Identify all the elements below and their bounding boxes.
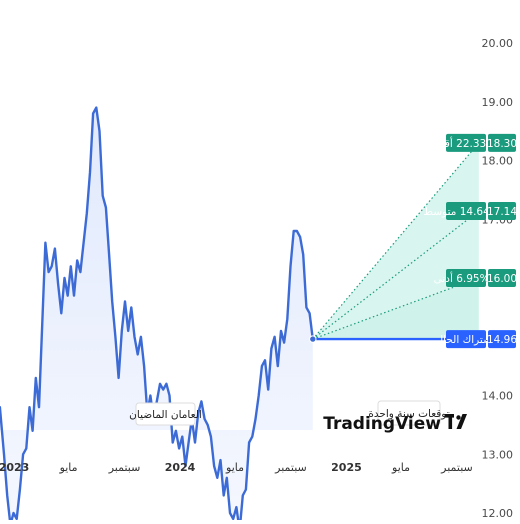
x-tick-label: 2024 [165,461,196,474]
tradingview-logo: TradingView [323,414,467,434]
y-tick-label: 20.00 [482,37,514,50]
y-tick-label: 14.00 [482,390,514,403]
x-tick-label: 2025 [331,461,362,474]
y-tick-label: 18.00 [482,155,514,168]
badge-value-bg [488,202,516,221]
badge-label-text: +14.64% متوسط [423,206,508,218]
badge-value-text: 16.00 [487,273,517,285]
current-label-text: الاشتراك الحالي [431,334,501,346]
x-tick-label: سبتمبر [440,461,473,474]
x-tick-label: مايو [225,461,244,474]
current-point-marker [309,335,317,343]
badge-value-bg [488,133,516,152]
badge-value-text: 18.30 [487,138,517,150]
x-axis: 2023 مايو سبتمبر 2024 مايو سبتمبر 2025 مايو سبتم… [0,461,473,474]
current-label-bg [446,330,486,349]
tradingview-logo-icon [445,414,467,429]
svg-text:TradingView: TradingView [323,414,441,434]
forecast-period-label: توقعات سنة واحدة [368,400,450,426]
badge-label-bg [446,202,486,221]
past-period-label: العامان الماضيان [129,402,202,426]
x-tick-label: مايو [391,461,410,474]
badge-value-bg [488,269,516,287]
history-area [0,107,313,524]
x-tick-label: 2023 [0,461,29,474]
badge-label-text: +6.95% أدنى [434,271,499,285]
badge-label-bg [446,133,486,152]
forecast-line-low [312,277,480,340]
forecast-line-high [312,142,480,340]
history-area-layer [0,107,313,524]
svg-text:توقعات سنة واحدة: توقعات سنة واحدة [368,408,449,420]
forecast-line-average [312,210,480,340]
current-value-bg [488,330,516,349]
history-line-layer [0,106,317,524]
badge-value-text: 17.14 [487,206,517,218]
y-tick-label: 12.00 [482,507,514,520]
badge-label-bg [446,269,486,287]
forecast-layer [312,142,485,341]
x-tick-label: مايو [59,461,78,474]
badge-label-text: +22.33% أقصى [427,136,505,150]
svg-text:العامان الماضيان: العامان الماضيان [129,409,202,421]
x-tick-label: سبتمبر [274,461,307,474]
y-tick-label: 13.00 [482,448,514,461]
y-tick-label: 19.00 [482,96,514,109]
current-value-text: 14.96 [487,334,517,346]
x-tick-label: سبتمبر [108,461,141,474]
history-line [0,106,314,524]
